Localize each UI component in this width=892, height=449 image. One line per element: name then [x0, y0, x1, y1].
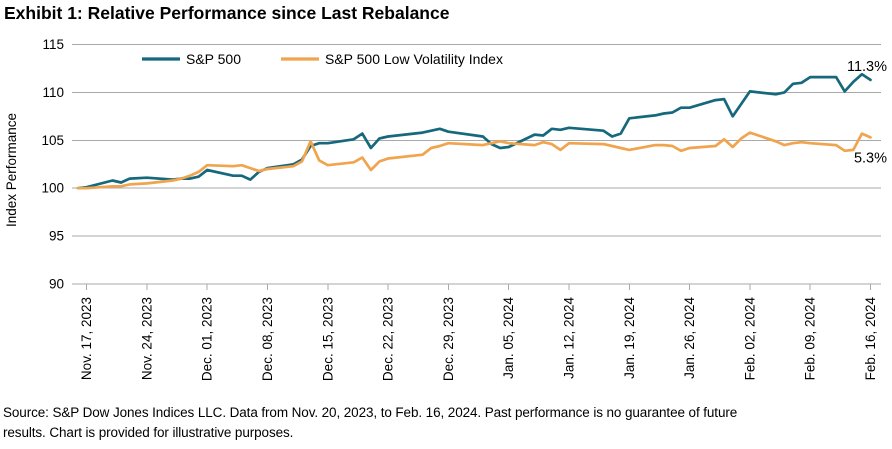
x-tick-label: Feb. 09, 2024	[803, 297, 818, 381]
y-axis-title: Index Performance	[4, 113, 19, 227]
x-tick-label: Dec. 15, 2023	[320, 297, 335, 381]
series-line	[76, 72, 872, 190]
x-tick-label: Feb. 16, 2024	[863, 297, 878, 381]
source-note: Source: S&P Dow Jones Indices LLC. Data …	[3, 403, 737, 442]
y-tick-label: 105	[41, 133, 64, 148]
x-tick-label: Jan. 26, 2024	[682, 297, 697, 379]
series-end-label: 5.3%	[854, 150, 887, 166]
legend-label: S&P 500	[186, 51, 241, 67]
y-tick-label: 115	[42, 37, 64, 52]
y-tick-label: 95	[49, 229, 64, 244]
chart-title: Exhibit 1: Relative Performance since La…	[4, 3, 450, 23]
series-line	[76, 131, 872, 190]
x-tick-label: Nov. 17, 2023	[79, 297, 94, 380]
x-tick-label: Dec. 22, 2023	[381, 297, 396, 381]
x-tick-label: Feb. 02, 2024	[742, 297, 757, 381]
x-tick-label: Jan. 05, 2024	[501, 297, 516, 379]
series-end-label: 11.3%	[847, 59, 887, 75]
x-tick-label: Dec. 29, 2023	[441, 297, 456, 381]
source-note-line1: Source: S&P Dow Jones Indices LLC. Data …	[3, 405, 738, 420]
legend-label: S&P 500 Low Volatility Index	[325, 51, 503, 67]
y-tick-label: 100	[41, 181, 64, 196]
y-tick-label: 90	[49, 277, 64, 292]
x-tick-label: Jan. 19, 2024	[622, 297, 637, 379]
y-tick-label: 110	[42, 85, 64, 100]
x-tick-label: Dec. 08, 2023	[260, 297, 275, 381]
x-tick-label: Dec. 01, 2023	[200, 297, 215, 381]
x-tick-label: Jan. 12, 2024	[562, 297, 577, 379]
x-tick-label: Nov. 24, 2023	[139, 297, 154, 380]
source-note-line2: results. Chart is provided for illustrat…	[3, 424, 294, 440]
